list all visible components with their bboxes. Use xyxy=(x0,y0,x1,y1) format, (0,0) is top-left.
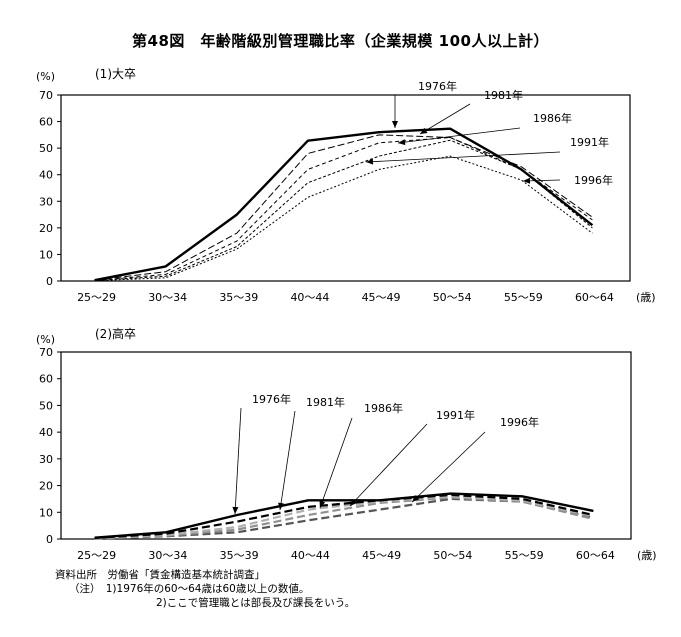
source-label: 資料出所 xyxy=(55,569,97,581)
note-1: 1)1976年の60～64歳は60歳以上の数値。 xyxy=(105,583,310,595)
leader-line xyxy=(319,417,353,509)
x-axis-unit-2: (歳) xyxy=(637,549,657,562)
y-tick-label: 40 xyxy=(39,169,53,182)
x-tick-label: 25～29 xyxy=(77,291,116,304)
y-tick-label: 70 xyxy=(39,89,53,102)
chart-title-1: (1)大卒 xyxy=(95,67,136,81)
arrow-head-icon xyxy=(350,498,357,506)
y-tick-label: 20 xyxy=(39,222,53,235)
series-label: 1991年 xyxy=(570,135,609,149)
source-text: 労働省「賃金構造基本統計調査」 xyxy=(107,569,266,581)
series-line-1976 xyxy=(94,492,594,539)
series-line-1981 xyxy=(94,134,593,281)
series-line-1981 xyxy=(94,493,594,539)
x-tick-label: 50～54 xyxy=(433,549,472,562)
series-line-1986 xyxy=(94,495,594,540)
series-line-1986 xyxy=(94,137,593,281)
arrow-head-icon xyxy=(412,494,420,502)
y-tick-label: 50 xyxy=(39,142,53,155)
y-tick-label: 60 xyxy=(39,116,53,129)
x-tick-label: 30～34 xyxy=(148,549,187,562)
note-line-2: 2)ここで管理職とは部長及び課長をいう。 xyxy=(55,596,355,610)
figure-title: 第48図 年齢階級別管理職比率（企業規模 100人以上計） xyxy=(132,32,549,50)
x-tick-label: 55～59 xyxy=(504,291,543,304)
series-line-1991 xyxy=(94,139,593,281)
arrow-head-icon xyxy=(398,139,406,146)
series-label: 1981年 xyxy=(306,395,345,409)
leader-line xyxy=(349,423,428,507)
series-label: 1981年 xyxy=(484,88,523,102)
y-tick-label: 0 xyxy=(46,533,53,546)
leader-line xyxy=(365,151,561,163)
series-label: 1986年 xyxy=(533,111,572,125)
series-label: 1976年 xyxy=(418,79,457,93)
note-line-1: （注） 1)1976年の60～64歳は60歳以上の数値。 xyxy=(55,582,355,596)
x-tick-label: 45～49 xyxy=(362,549,401,562)
leader-line xyxy=(279,410,296,511)
leader-line xyxy=(397,127,521,144)
x-tick-label: 40～44 xyxy=(290,291,329,304)
y-tick-label: 30 xyxy=(39,453,53,466)
arrow-head-icon xyxy=(523,177,531,184)
x-tick-label: 35～39 xyxy=(219,291,258,304)
series-label: 1991年 xyxy=(436,408,475,422)
leader-line xyxy=(234,407,242,515)
source-line: 資料出所 労働省「賃金構造基本統計調査」 xyxy=(55,568,355,582)
x-tick-label: 45～49 xyxy=(362,291,401,304)
plot-frame-1 xyxy=(60,94,631,282)
y-tick-label: 10 xyxy=(39,248,53,261)
y-tick-label: 70 xyxy=(39,346,53,359)
arrow-head-icon xyxy=(278,502,285,510)
y-tick-label: 20 xyxy=(39,480,53,493)
y-axis-unit-2: (%) xyxy=(36,333,55,346)
arrow-head-icon xyxy=(366,158,374,165)
x-tick-label: 40～44 xyxy=(291,549,330,562)
y-tick-label: 60 xyxy=(39,373,53,386)
note-label: （注） xyxy=(69,583,96,595)
x-tick-label: 60～64 xyxy=(576,549,615,562)
y-tick-label: 30 xyxy=(39,195,53,208)
y-tick-label: 10 xyxy=(39,506,53,519)
leader-line xyxy=(419,103,471,135)
x-axis-unit-1: (歳) xyxy=(636,291,656,304)
y-axis-unit-1: (%) xyxy=(36,70,55,83)
note-2: 2)ここで管理職とは部長及び課長をいう。 xyxy=(156,597,356,609)
series-line-1976 xyxy=(94,127,594,282)
notes-block: 資料出所 労働省「賃金構造基本統計調査」 （注） 1)1976年の60～64歳は… xyxy=(55,568,355,610)
plot-frame-2 xyxy=(60,351,632,540)
y-tick-label: 40 xyxy=(39,426,53,439)
arrow-head-icon xyxy=(392,121,398,128)
x-tick-label: 60～64 xyxy=(575,291,614,304)
x-tick-label: 25～29 xyxy=(77,549,116,562)
arrow-head-icon xyxy=(232,506,239,514)
series-label: 1996年 xyxy=(500,415,539,429)
arrow-head-icon xyxy=(420,127,428,134)
x-tick-label: 35～39 xyxy=(220,549,259,562)
x-tick-label: 50～54 xyxy=(433,291,472,304)
series-label: 1986年 xyxy=(364,401,403,415)
y-tick-label: 0 xyxy=(46,275,53,288)
series-line-1996 xyxy=(94,155,593,282)
leader-line xyxy=(411,431,486,503)
arrow-head-icon xyxy=(319,500,326,508)
y-tick-label: 50 xyxy=(39,399,53,412)
series-label: 1996年 xyxy=(574,173,613,187)
x-tick-label: 30～34 xyxy=(148,291,187,304)
x-tick-label: 55～59 xyxy=(505,549,544,562)
series-label: 1976年 xyxy=(252,392,291,406)
chart-title-2: (2)高卒 xyxy=(95,326,136,341)
